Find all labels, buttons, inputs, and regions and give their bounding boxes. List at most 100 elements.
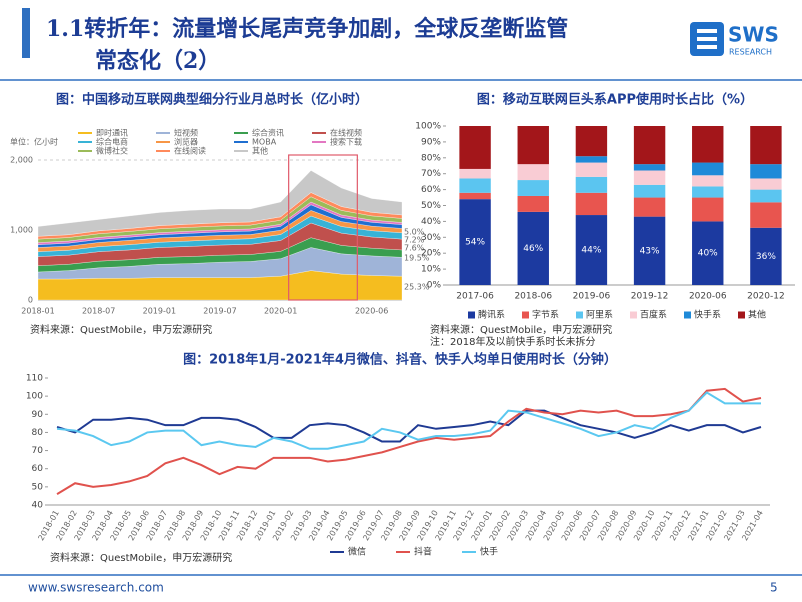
bar-segment <box>575 215 608 285</box>
y-tick-label: 0 <box>28 296 33 305</box>
y-tick-label: 100% <box>415 122 441 132</box>
bar-segment <box>575 156 608 163</box>
legend-label: 阿里系 <box>586 310 613 321</box>
y-tick-label: 50 <box>32 482 44 492</box>
bar-segment <box>692 162 724 176</box>
y-tick-label: 80% <box>421 153 441 163</box>
data-label: 44% <box>581 246 601 256</box>
legend-label: 其他 <box>748 309 766 321</box>
bar-segment <box>575 176 608 193</box>
bar-segment <box>633 197 666 217</box>
source: 资料来源：QuestMobile，申万宏源研究 <box>50 551 232 564</box>
legend-swatch <box>576 311 583 319</box>
chart-title: 图：中国移动互联网典型细分行业月总时长（亿小时） <box>56 92 368 108</box>
x-tick-label: 2017-06 <box>456 292 494 302</box>
slide-title: 常态化（2） <box>95 48 220 74</box>
legend-label: 微博社交 <box>96 146 128 156</box>
y-tick-label: 1,000 <box>10 226 33 235</box>
legend-label: 快手 <box>480 546 498 558</box>
bar-segment <box>692 186 724 198</box>
x-tick-label: 2018-01 <box>21 307 54 316</box>
bar-segment <box>517 195 549 212</box>
logo-sub: RESEARCH <box>729 48 772 57</box>
legend-label: 在线阅读 <box>174 146 206 156</box>
bar-segment <box>750 178 782 190</box>
bar-segment <box>459 178 491 193</box>
y-tick-label: 40 <box>32 501 44 511</box>
bar-segment <box>459 199 491 285</box>
annotation: 5.0% <box>404 228 425 237</box>
x-tick-label: 2019-07 <box>203 307 236 316</box>
area <box>37 170 403 237</box>
y-tick-label: 30% <box>421 233 441 243</box>
unit-label: 单位：亿小时 <box>10 137 58 147</box>
legend-swatch <box>738 311 745 319</box>
bar-segment <box>633 164 666 171</box>
legend-label: 搜索下载 <box>330 137 362 147</box>
y-tick-label: 80 <box>32 428 44 438</box>
bar-segment <box>575 162 608 177</box>
legend-swatch <box>522 311 529 319</box>
highlight-box <box>288 154 358 301</box>
bar-segment <box>517 211 549 285</box>
logo-text: SWS <box>728 23 779 47</box>
legend-label: 综合资讯 <box>252 128 284 138</box>
legend-label: 字节系 <box>532 309 559 321</box>
bar-segment <box>692 221 724 285</box>
source: 资料来源：QuestMobile，申万宏源研究 <box>430 323 612 336</box>
annotation: 7.6% <box>404 244 425 253</box>
legend-label: 微信 <box>348 546 366 558</box>
y-tick-label: 20% <box>421 249 441 259</box>
data-label: 43% <box>640 246 660 256</box>
x-tick-label: 2018-07 <box>82 307 115 316</box>
legend-label: MOBA <box>252 138 277 147</box>
bar-segment <box>750 126 782 165</box>
source: 资料来源：QuestMobile，申万宏源研究 <box>30 323 212 336</box>
y-tick-label: 110 <box>26 374 43 384</box>
logo-icon <box>697 37 717 41</box>
bar-segment <box>633 184 666 198</box>
y-tick-label: 0% <box>427 281 442 291</box>
annotation: 19.5% <box>404 254 430 263</box>
legend-label: 其他 <box>252 146 268 156</box>
data-label: 46% <box>523 244 543 254</box>
chart-title: 图：2018年1月-2021年4月微信、抖音、快手人均单日使用时长（分钟） <box>183 352 617 368</box>
bar-segment <box>517 164 549 181</box>
bar-segment <box>750 227 782 285</box>
legend-swatch <box>468 311 475 319</box>
note: 注：2018年及以前快手系时长未拆分 <box>430 335 595 348</box>
legend-label: 快手系 <box>694 309 721 321</box>
data-label: 54% <box>465 238 485 248</box>
bar-segment <box>459 192 491 200</box>
bar-segment <box>750 164 782 179</box>
bar-segment <box>633 170 666 185</box>
x-tick-label: 2019-06 <box>573 292 611 302</box>
data-label: 40% <box>698 249 718 259</box>
logo-icon <box>697 45 717 49</box>
logo: SWS RESEARCH <box>690 22 779 57</box>
slide-title: 1.1转折年：流量增长尾声竞争加剧，全球反垄断监管 <box>46 16 568 42</box>
bar-segment <box>633 216 666 285</box>
y-tick-label: 50% <box>421 201 441 211</box>
bar-segment <box>575 126 608 157</box>
legend-label: 综合电商 <box>96 137 128 147</box>
legend-label: 在线视频 <box>330 128 362 138</box>
annotation: 7.2% <box>404 236 425 245</box>
y-tick-label: 60 <box>32 464 44 474</box>
bar-segment <box>517 126 549 165</box>
bar-segment <box>633 126 666 165</box>
line <box>56 391 761 450</box>
bar-segment <box>750 202 782 228</box>
y-tick-label: 90 <box>32 410 44 420</box>
y-tick-label: 90% <box>421 137 441 147</box>
bar-segment <box>692 175 724 187</box>
bar-segment <box>750 189 782 203</box>
y-tick-label: 70 <box>32 446 44 456</box>
y-tick-label: 10% <box>421 265 441 275</box>
x-tick-label: 2018-06 <box>514 292 552 302</box>
x-tick-label: 2020-06 <box>689 292 727 302</box>
bar-segment <box>459 168 491 179</box>
y-tick-label: 60% <box>421 185 441 195</box>
legend-label: 腾讯系 <box>478 309 505 321</box>
